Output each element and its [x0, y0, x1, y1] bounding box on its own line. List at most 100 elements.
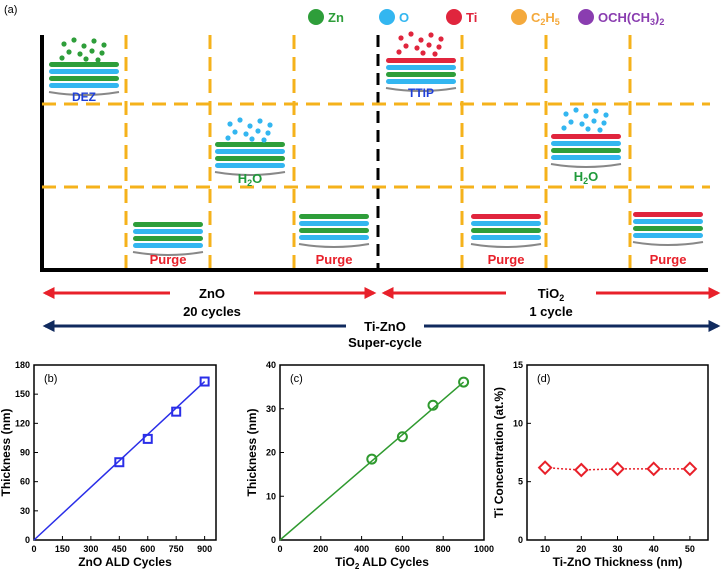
- x-tick-label: 800: [436, 544, 451, 554]
- step-purge-3: Purge: [488, 252, 525, 267]
- x-tick-label: 600: [395, 544, 410, 554]
- data-point: [458, 376, 470, 388]
- x-tick-label: 150: [55, 544, 70, 554]
- data-point: [537, 460, 553, 476]
- tio2-arrow-title: TiO2: [538, 286, 564, 303]
- zno-slab-dez: [48, 62, 120, 96]
- step-purge-4: Purge: [650, 252, 687, 267]
- y-tick-label: 150: [15, 389, 30, 399]
- x-tick-label: 300: [83, 544, 98, 554]
- step-purge-2: Purge: [316, 252, 353, 267]
- x-tick-label: 40: [649, 544, 659, 554]
- panel-label: (d): [537, 373, 550, 385]
- data-point: [427, 399, 439, 411]
- legend-o: O: [399, 10, 409, 25]
- zno-slab-purge-2: [298, 214, 370, 248]
- x-tick-label: 30: [612, 544, 622, 554]
- h2o-molecules-tio2: [561, 107, 609, 133]
- x-tick-label: 750: [169, 544, 184, 554]
- ti-legend-icon: [446, 9, 462, 25]
- ttip-molecules: [396, 31, 444, 57]
- legend-zn: Zn: [328, 10, 344, 25]
- legend-och: OCH(CH3)2: [598, 10, 664, 27]
- fit-line: [33, 380, 206, 541]
- zno-arrow: ZnO 20 cycles: [42, 286, 377, 319]
- chart-b: (b) 0 150 300 450 600 750 900 0 30 60 90 120 150 180 Zn…: [0, 360, 217, 569]
- x-tick-label: 1000: [474, 544, 494, 554]
- y-axis-label: Thickness (nm): [0, 408, 13, 496]
- chart-d: (d) 10 20 30 40 50 0 5 10 15 Ti-ZnO Thickness (nm)…: [492, 360, 709, 569]
- tio2-slab-ttip: [385, 58, 457, 92]
- c2h5-legend-icon: [511, 9, 527, 25]
- y-tick-label: 60: [20, 477, 30, 487]
- data-point: [199, 376, 210, 387]
- data-point: [171, 406, 182, 417]
- y-axis-label: Ti Concentration (at.%): [492, 387, 506, 518]
- panel-label: (c): [290, 373, 303, 385]
- x-tick-label: 20: [576, 544, 586, 554]
- x-tick-label: 10: [540, 544, 550, 554]
- data-point: [646, 461, 662, 477]
- y-tick-label: 0: [518, 535, 523, 545]
- tio2-slab-h2o: [550, 134, 622, 168]
- y-tick-label: 40: [266, 360, 276, 370]
- y-tick-label: 30: [20, 506, 30, 516]
- data-point: [682, 461, 698, 477]
- zno-slab-purge-1: [132, 222, 204, 256]
- tio2-arrow-cycles: 1 cycle: [529, 304, 572, 319]
- y-tick-label: 30: [266, 404, 276, 414]
- super-cycle-arrow: Ti-ZnO Super-cycle: [42, 319, 721, 350]
- tio2-arrow: TiO2 1 cycle: [381, 286, 721, 319]
- charts: (b)0 150 300 450 600 750 9000306090120150180Zn…: [0, 360, 709, 571]
- o-legend-icon: [379, 9, 395, 25]
- chart-c: (c) 0 200 400 600 800 1000 0 10 20 30 40 TiO2 ALD Cy…: [245, 360, 494, 571]
- och-legend-icon: [578, 9, 594, 25]
- y-tick-label: 10: [513, 418, 523, 428]
- legend-ti: Ti: [466, 10, 477, 25]
- step-purge-1: Purge: [150, 252, 187, 267]
- x-tick-label: 200: [313, 544, 328, 554]
- data-point: [142, 433, 153, 444]
- tio2-slab-purge-2: [632, 212, 704, 246]
- data-point: [366, 453, 378, 465]
- x-tick-label: 900: [197, 544, 212, 554]
- step-h2o-zno: H2O: [238, 171, 263, 188]
- zno-arrow-cycles: 20 cycles: [183, 304, 241, 319]
- super-cycle-title: Ti-ZnO: [364, 319, 406, 334]
- panel-a-label: (a): [4, 4, 17, 16]
- step-dez: DEZ: [72, 90, 96, 104]
- tio2-slab-purge-1: [470, 214, 542, 248]
- substrates: [48, 31, 704, 256]
- data-point: [396, 431, 408, 443]
- y-tick-label: 90: [20, 448, 30, 458]
- panel-label: (b): [44, 373, 57, 385]
- zno-slab-h2o: [214, 142, 286, 176]
- step-h2o-tio2: H2O: [574, 169, 599, 186]
- dez-molecules: [59, 37, 107, 63]
- y-tick-label: 180: [15, 360, 30, 370]
- x-axis-label: Ti-ZnO Thickness (nm): [553, 555, 683, 569]
- x-tick-label: 50: [685, 544, 695, 554]
- plot-frame: [526, 364, 709, 541]
- x-tick-label: 600: [140, 544, 155, 554]
- data-point: [573, 462, 589, 478]
- y-tick-label: 0: [25, 535, 30, 545]
- y-tick-label: 20: [266, 448, 276, 458]
- x-tick-label: 450: [112, 544, 127, 554]
- y-tick-label: 0: [271, 535, 276, 545]
- data-point: [610, 461, 625, 477]
- y-tick-label: 15: [513, 360, 523, 370]
- legend-c2h5: C2H5: [531, 10, 560, 27]
- y-tick-label: 120: [15, 418, 30, 428]
- step-ttip: TTIP: [408, 86, 434, 100]
- x-axis-label: ZnO ALD Cycles: [78, 555, 172, 569]
- x-axis-label: TiO2 ALD Cycles: [335, 555, 429, 570]
- fit-line: [279, 381, 465, 541]
- y-tick-label: 5: [518, 477, 523, 487]
- legend: Zn O Ti C2H5 OCH(CH3)2: [308, 9, 664, 27]
- super-cycle-subtitle: Super-cycle: [348, 335, 422, 350]
- zn-legend-icon: [308, 9, 324, 25]
- x-tick-label: 0: [277, 544, 282, 554]
- x-tick-label: 0: [31, 544, 36, 554]
